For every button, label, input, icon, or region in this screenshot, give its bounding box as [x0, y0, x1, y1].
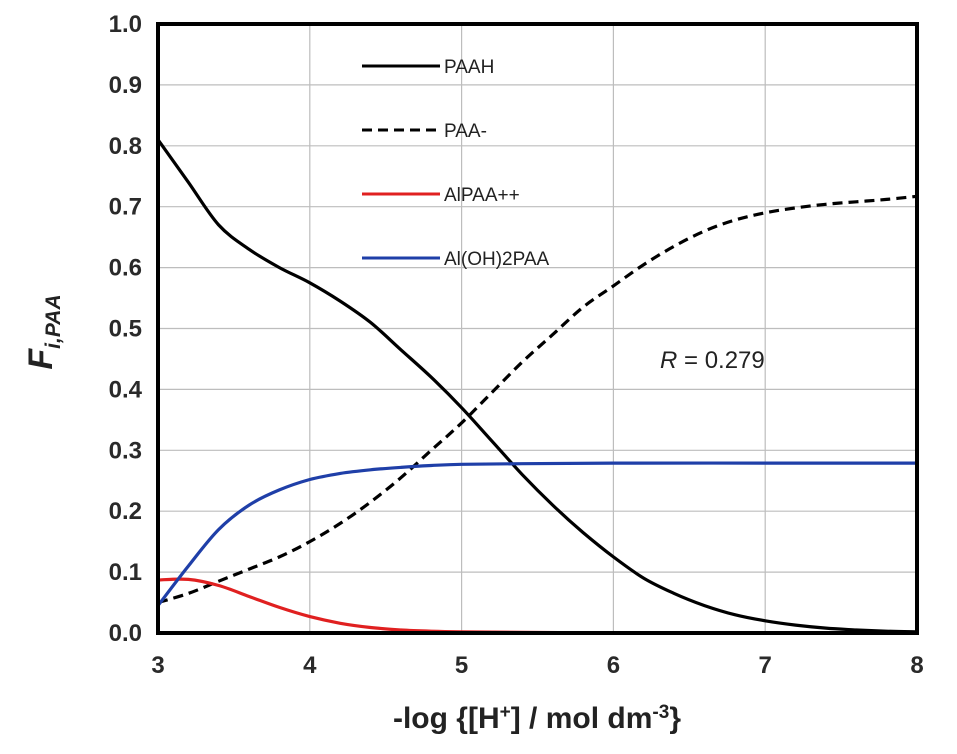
legend-label-paah: PAAH: [444, 57, 494, 78]
r-annotation: R = 0.279: [660, 347, 765, 374]
y-tick-label: 0.9: [109, 72, 142, 99]
x-tick-label: 3: [151, 652, 164, 679]
y-tick-label: 0.4: [109, 376, 143, 403]
y-tick-label: 0.2: [109, 498, 142, 525]
x-axis-label-mid: ] / mol dm: [511, 702, 653, 735]
y-tick-label: 0.3: [109, 437, 142, 464]
legend-label-alpaa: AlPAA++: [444, 185, 520, 206]
plot-frame: [156, 22, 919, 635]
x-tick-label: 8: [910, 652, 923, 679]
y-tick-label: 0.5: [109, 316, 142, 343]
series-line-paah: [156, 138, 918, 634]
series-line-al-oh-2paa: [156, 461, 917, 607]
y-tick-label: 0.7: [109, 194, 142, 221]
y-tick-label: 1.0: [109, 11, 142, 38]
x-tick-label: 5: [455, 652, 468, 679]
legend-label-al-oh-2paa: Al(OH)2PAA: [444, 249, 550, 270]
x-axis-label-sup1: +: [500, 702, 511, 723]
x-axis-label-sup2: -3: [652, 702, 669, 723]
legend-label-paa: PAA-: [444, 121, 487, 142]
r-annotation-symbol: R: [660, 347, 677, 374]
y-tick-label: 0.0: [109, 620, 142, 647]
y-tick-label: 0.1: [109, 559, 142, 586]
r-annotation-value: = 0.279: [677, 347, 764, 374]
y-axis-label-main: F: [22, 348, 60, 370]
y-axis-label: Fi,PAA: [22, 294, 65, 369]
x-tick-label: 4: [303, 652, 317, 679]
x-tick-label: 6: [607, 652, 620, 679]
x-axis-label-suffix: }: [669, 702, 681, 735]
x-axis-label: -log {[H+] / mol dm-3}: [393, 702, 681, 736]
series-line-paa: [157, 194, 918, 605]
x-axis-label-prefix: -log {[H: [393, 702, 500, 735]
tick-labels: 0.0 0.1 0.2 0.3 0.4 0.5 0.6 0.7 0.8 0.9 1.0 3 4 5 6 7 8: [109, 11, 924, 679]
y-tick-label: 0.8: [109, 133, 142, 160]
legend: PAAH PAA- AlPAA++ Al(OH)2PAA: [362, 57, 550, 270]
x-tick-label: 7: [759, 652, 772, 679]
y-tick-label: 0.6: [109, 255, 142, 282]
y-axis-label-sub: i,PAA: [42, 294, 65, 348]
